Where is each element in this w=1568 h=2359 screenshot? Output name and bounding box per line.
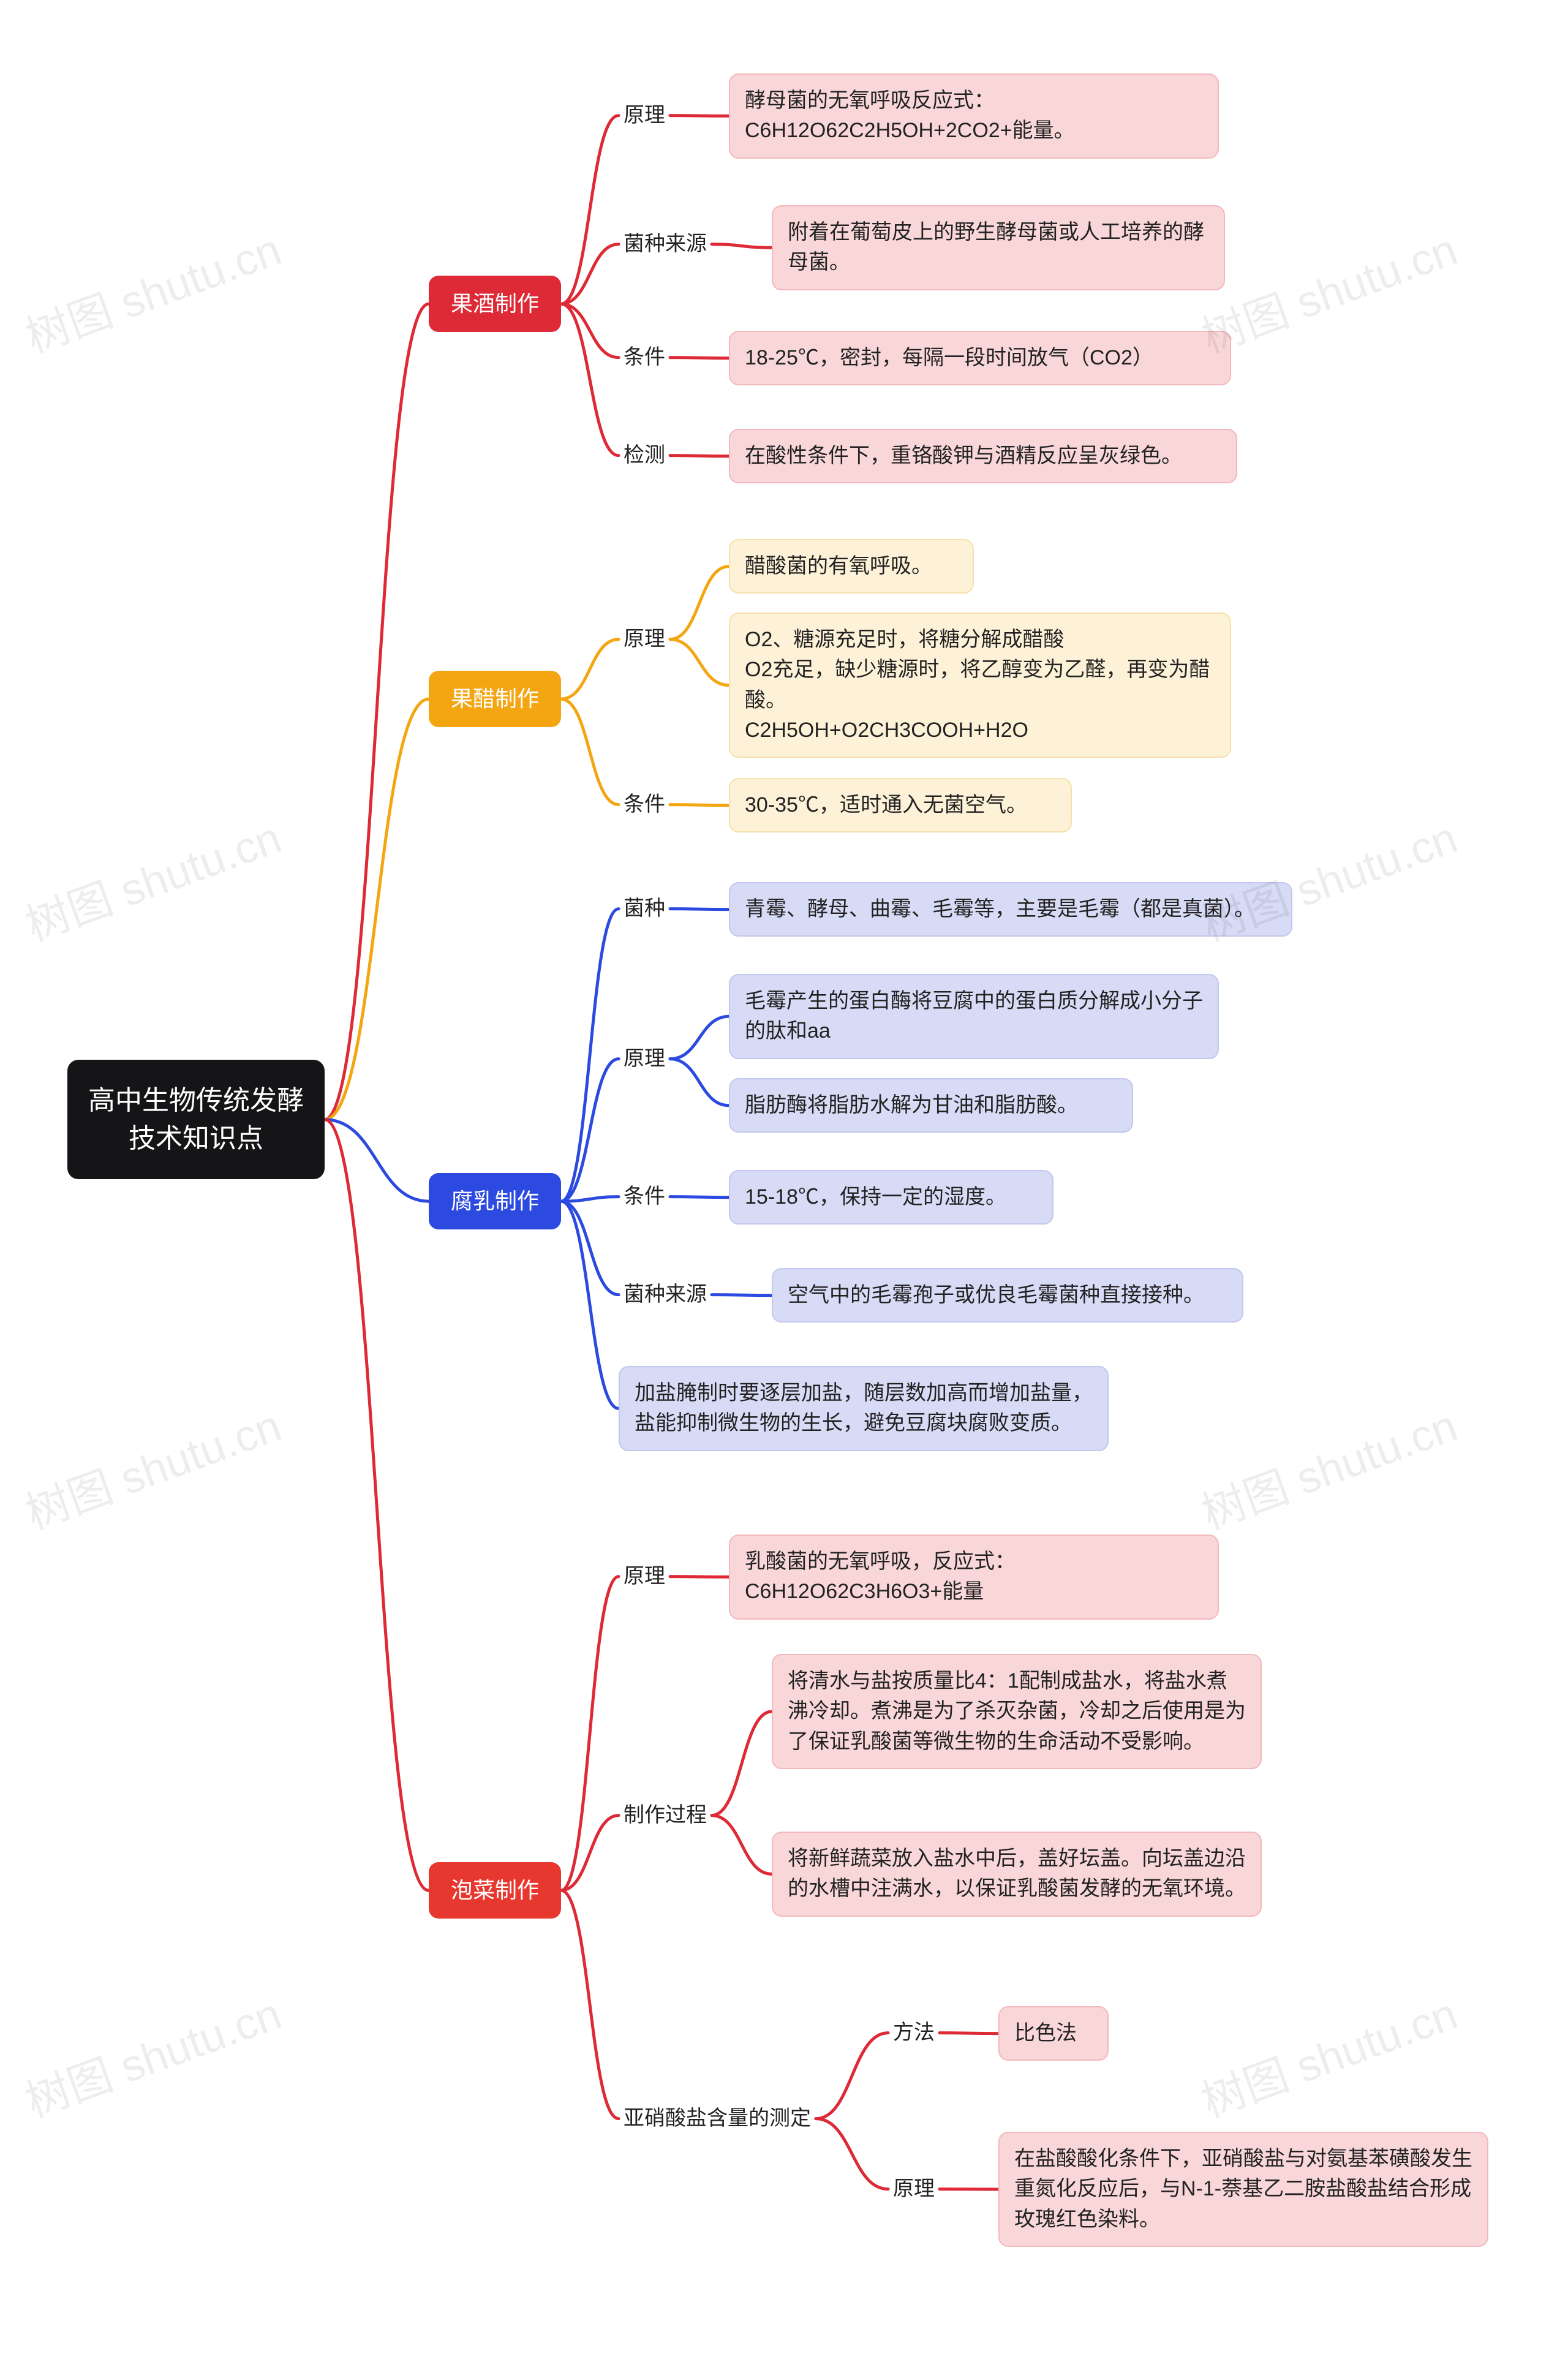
leaf-wine-condition: 18-25℃，密封，每隔一段时间放气（CO2） — [729, 331, 1231, 385]
leaf-paocai-nitrite-principle: 在盐酸酸化条件下，亚硝酸盐与对氨基苯磺酸发生重氮化反应后，与N-1-萘基乙二胺盐… — [998, 2132, 1488, 2247]
topic-furu-title: 腐乳制作 — [451, 1188, 539, 1213]
watermark-text: 树图 shutu.cn — [15, 802, 288, 954]
watermark-text: 树图 shutu.cn — [15, 214, 288, 366]
label-paocai-nitrite-principle: 原理 — [888, 2172, 940, 2206]
watermark-text: 树图 shutu.cn — [1191, 1390, 1464, 1542]
topic-paocai-title: 泡菜制作 — [451, 1878, 539, 1903]
leaf-paocai-principle: 乳酸菌的无氧呼吸，反应式：C6H12O62C3H6O3+能量 — [729, 1534, 1219, 1620]
label-furu-principle: 原理 — [619, 1041, 670, 1076]
leaf-wine-source: 附着在葡萄皮上的野生酵母菌或人工培养的酵母菌。 — [772, 205, 1225, 290]
label-vinegar-condition: 条件 — [619, 787, 670, 822]
root-node: 高中生物传统发酵技术知识点 — [67, 1060, 325, 1179]
watermark-text: 树图 shutu.cn — [1191, 1978, 1464, 2130]
leaf-furu-principle-a: 毛霉产生的蛋白酶将豆腐中的蛋白质分解成小分子的肽和aa — [729, 974, 1219, 1059]
label-paocai-principle: 原理 — [619, 1559, 670, 1594]
watermark-text: 树图 shutu.cn — [15, 1390, 288, 1542]
watermark-text: 树图 shutu.cn — [15, 1978, 288, 2130]
label-paocai-process: 制作过程 — [619, 1798, 712, 1833]
topic-wine: 果酒制作 — [429, 276, 561, 332]
leaf-paocai-method: 比色法 — [998, 2006, 1109, 2061]
label-furu-condition: 条件 — [619, 1179, 670, 1214]
leaf-furu-condition: 15-18℃，保持一定的湿度。 — [729, 1170, 1054, 1225]
leaf-paocai-process-b: 将新鲜蔬菜放入盐水中后，盖好坛盖。向坛盖边沿的水槽中注满水，以保证乳酸菌发酵的无… — [772, 1832, 1262, 1917]
leaf-furu-salt: 加盐腌制时要逐层加盐，随层数加高而增加盐量，盐能抑制微生物的生长，避免豆腐块腐败… — [619, 1366, 1109, 1451]
leaf-vinegar-condition: 30-35℃，适时通入无菌空气。 — [729, 778, 1072, 832]
leaf-vinegar-principle-b: O2、糖源充足时，将糖分解成醋酸 O2充足，缺少糖源时，将乙醇变为乙醛，再变为醋… — [729, 613, 1231, 758]
label-wine-principle: 原理 — [619, 98, 670, 133]
label-wine-source: 菌种来源 — [619, 227, 712, 262]
label-furu-species: 菌种 — [619, 891, 670, 926]
leaf-furu-principle-b: 脂肪酶将脂肪水解为甘油和脂肪酸。 — [729, 1078, 1133, 1133]
leaf-paocai-process-a: 将清水与盐按质量比4：1配制成盐水，将盐水煮沸冷却。煮沸是为了杀灭杂菌，冷却之后… — [772, 1654, 1262, 1769]
label-vinegar-principle: 原理 — [619, 622, 670, 657]
topic-wine-title: 果酒制作 — [451, 291, 539, 316]
leaf-furu-species: 青霉、酵母、曲霉、毛霉等，主要是毛霉（都是真菌）。 — [729, 882, 1292, 937]
leaf-furu-source: 空气中的毛霉孢子或优良毛霉菌种直接接种。 — [772, 1268, 1243, 1323]
leaf-wine-principle: 酵母菌的无氧呼吸反应式：C6H12O62C2H5OH+2CO2+能量。 — [729, 74, 1219, 159]
topic-furu: 腐乳制作 — [429, 1173, 561, 1229]
root-title: 高中生物传统发酵技术知识点 — [88, 1085, 304, 1153]
label-wine-test: 检测 — [619, 438, 670, 473]
topic-vinegar-title: 果醋制作 — [451, 686, 539, 711]
topic-paocai: 泡菜制作 — [429, 1862, 561, 1919]
label-wine-condition: 条件 — [619, 340, 670, 375]
label-furu-source: 菌种来源 — [619, 1277, 712, 1312]
leaf-vinegar-principle-a: 醋酸菌的有氧呼吸。 — [729, 539, 974, 594]
watermark-text: 树图 shutu.cn — [1191, 214, 1464, 366]
leaf-wine-test: 在酸性条件下，重铬酸钾与酒精反应呈灰绿色。 — [729, 429, 1237, 483]
label-paocai-nitrite: 亚硝酸盐含量的测定 — [619, 2101, 816, 2136]
label-paocai-method: 方法 — [888, 2015, 940, 2050]
topic-vinegar: 果醋制作 — [429, 671, 561, 727]
